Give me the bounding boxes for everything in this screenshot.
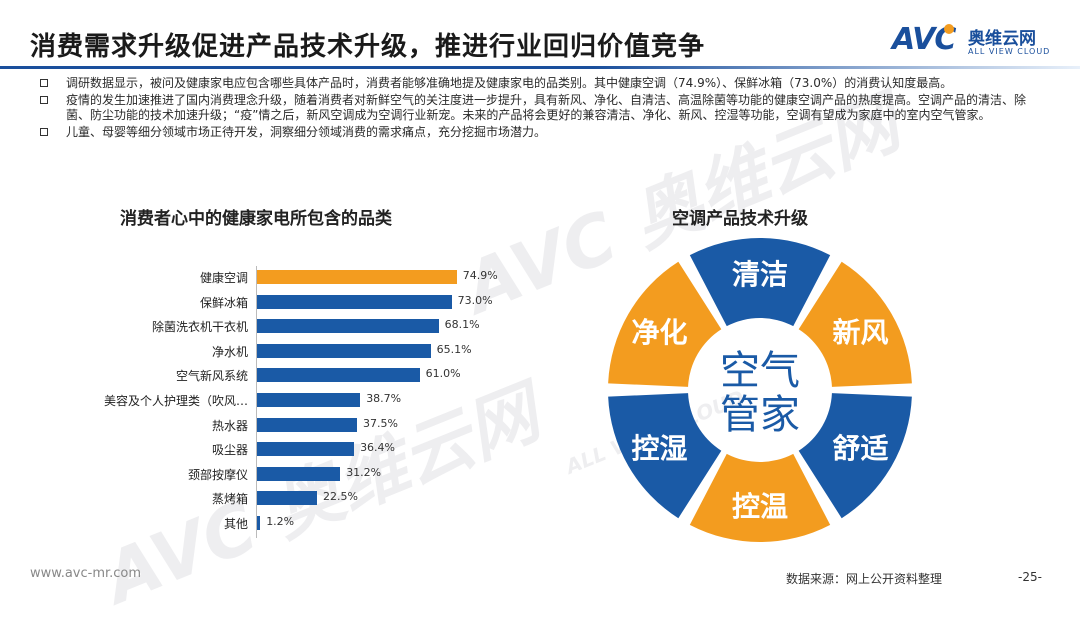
bar-category-label: 吸尘器 <box>211 443 248 458</box>
square-bullet-icon <box>40 96 48 104</box>
bar-category-label: 空气新风系统 <box>175 369 248 384</box>
bar <box>257 343 431 358</box>
bullet-text: 儿童、母婴等细分领域市场正待开发，洞察细分领域消费的需求痛点，充分挖掘市场潜力。 <box>66 125 547 139</box>
logo-en: ALL VIEW CLOUD <box>968 47 1051 56</box>
bar <box>257 491 317 506</box>
bar <box>257 319 439 334</box>
bar <box>257 466 341 481</box>
bar-value-label: 22.5% <box>323 490 358 504</box>
bar-value-label: 61.0% <box>425 367 461 381</box>
bullet-list: 调研数据显示，被问及健康家电应包含哪些具体产品时，消费者能够准确地提及健康家电的… <box>36 76 1046 142</box>
wheel-segment-label: 舒适 <box>832 432 888 465</box>
wheel-segment <box>798 261 912 387</box>
wheel-segment <box>608 393 722 519</box>
bar <box>257 516 261 530</box>
bar-value-label: 38.7% <box>366 392 402 405</box>
wheel-segment-label: 控湿 <box>632 432 688 465</box>
wheel-segment <box>798 393 912 519</box>
wheel-segment <box>689 238 831 327</box>
square-bullet-icon <box>40 79 48 87</box>
bar-category-label: 健康空调 <box>199 271 248 285</box>
list-item: 疫情的发生加速推进了国内消费理念升级，随着消费者对新鲜空气的关注度进一步提升，具… <box>36 93 1046 123</box>
bar <box>257 393 361 407</box>
bar-value-label: 1.2% <box>266 515 295 528</box>
square-bullet-icon <box>40 128 48 136</box>
brand-logo: AVC 奥维云网 ALL VIEW CLOUD <box>892 20 1062 64</box>
page-number: -25- <box>1018 570 1042 584</box>
title-divider <box>0 66 1080 69</box>
wheel-title: 空调产品技术升级 <box>672 209 808 229</box>
bar <box>257 368 420 383</box>
wheel-segment-label: 控温 <box>732 490 788 523</box>
chart-axis <box>256 266 257 538</box>
bar-value-label: 65.1% <box>436 342 472 356</box>
footer-url: www.avc-mr.com <box>30 566 142 581</box>
logo-dot-icon <box>944 24 954 34</box>
page-title: 消费需求升级促进产品技术升级，推进行业回归价值竞争 <box>30 32 706 62</box>
wheel-center-text: 管家 <box>720 392 800 438</box>
bullet-text: 疫情的发生加速推进了国内消费理念升级，随着消费者对新鲜空气的关注度进一步提升，具… <box>66 93 1027 122</box>
chart-title: 消费者心中的健康家电所包含的品类 <box>120 209 392 229</box>
wheel-segment <box>689 453 831 542</box>
bar <box>257 442 355 457</box>
logo-cn: 奥维云网 <box>968 29 1036 49</box>
list-item: 调研数据显示，被问及健康家电应包含哪些具体产品时，消费者能够准确地提及健康家电的… <box>36 76 1046 91</box>
bar-value-label: 68.1% <box>444 318 480 332</box>
bar <box>257 294 452 309</box>
bar <box>257 417 357 432</box>
bar-category-label: 颈部按摩仪 <box>187 467 248 482</box>
data-source: 数据来源：网上公开资料整理 <box>786 572 943 586</box>
wheel-center-text: 空气 <box>720 348 800 394</box>
wheel-segment-label: 净化 <box>632 316 688 349</box>
bar-value-label: 73.0% <box>457 293 493 307</box>
bar-value-label: 74.9% <box>462 269 498 282</box>
wheel-segment-label: 清洁 <box>732 258 788 291</box>
bar-category-label: 热水器 <box>211 418 248 433</box>
bar-category-label: 净水机 <box>211 344 248 359</box>
bar <box>257 270 457 284</box>
bar-value-label: 36.4% <box>360 441 396 455</box>
bar-chart: 健康空调 74.9% 保鲜冰箱 73.0% 除菌洗衣机干衣机 68.1% 净水机 65.1% 空… <box>30 262 500 542</box>
list-item: 儿童、母婴等细分领域市场正待开发，洞察细分领域消费的需求痛点，充分挖掘市场潜力。 <box>36 125 1046 140</box>
wheel-segment-label: 新风 <box>832 316 888 349</box>
bar-category-label: 蒸烤箱 <box>211 492 248 507</box>
wheel-segment <box>608 261 722 387</box>
bar-value-label: 31.2% <box>346 465 382 479</box>
bar-value-label: 37.5% <box>363 416 398 430</box>
bar-category-label: 美容及个人护理类（吹风… <box>103 394 248 408</box>
bar-category-label: 除菌洗衣机干衣机 <box>151 320 248 335</box>
bar-category-label: 保鲜冰箱 <box>199 295 248 310</box>
bar-category-label: 其他 <box>223 517 248 531</box>
bullet-text: 调研数据显示，被问及健康家电应包含哪些具体产品时，消费者能够准确地提及健康家电的… <box>66 76 953 90</box>
